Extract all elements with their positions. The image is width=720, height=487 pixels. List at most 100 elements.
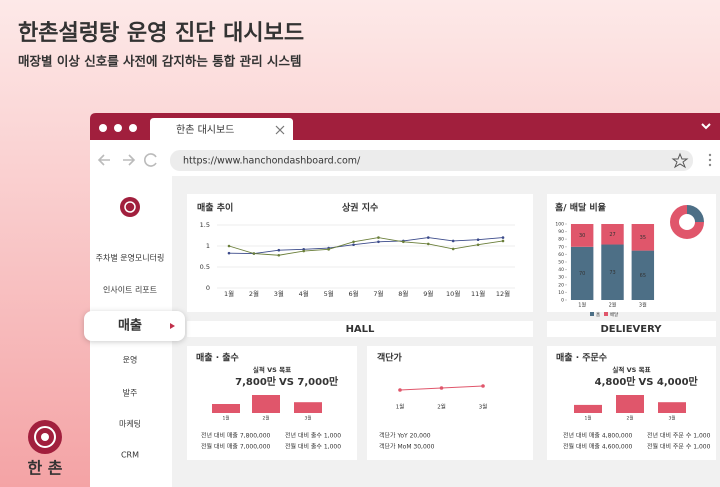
y-tick-label: 40 [558, 267, 564, 273]
x-tick-label: 4월 [299, 289, 309, 298]
y-tick-label: 10 [558, 290, 564, 296]
point [426, 242, 430, 246]
card-title: 매출 · 출수 [196, 352, 239, 364]
y-tick-label: 1.5 [200, 221, 210, 229]
y-tick-label: 1 [206, 242, 210, 250]
bookmark-star[interactable] [671, 152, 689, 169]
active-menu[interactable] [84, 311, 185, 341]
bar [658, 402, 686, 413]
x-tick-label: 10월 [446, 289, 460, 298]
x-tick-label: 2월 [609, 302, 617, 309]
x-tick-label: 9월 [423, 289, 433, 298]
x-tick-label: 1월 [222, 415, 229, 422]
point [439, 386, 444, 390]
metric-note: 전월 대비 매출 4,600,000 [563, 443, 633, 451]
legend-label: 홈 [596, 311, 600, 318]
metric-note: 객단가 YoY 20,000 [379, 432, 431, 440]
point [402, 240, 405, 244]
donut-slice [686, 205, 704, 223]
active-arrow [170, 323, 175, 329]
card-title: 객단가 [377, 352, 403, 364]
section-label: DELIEVERY [600, 324, 662, 335]
point [451, 239, 455, 243]
window-dot[interactable] [114, 124, 122, 132]
bar-segment [601, 244, 624, 300]
legend-label: 배달 [610, 311, 618, 318]
address-bar[interactable] [170, 150, 693, 171]
point [377, 236, 380, 239]
x-tick-label: 3월 [304, 415, 311, 422]
menu-item[interactable]: 매출 [118, 318, 142, 334]
point [352, 243, 355, 247]
chart-title: 매출 추이 [197, 202, 233, 214]
card-title: 매출 · 주문수 [556, 352, 607, 364]
y-tick-label: 0 [206, 284, 210, 292]
section-bar [547, 321, 716, 337]
more-menu[interactable] [708, 153, 712, 167]
x-tick-label: 3월 [479, 403, 488, 411]
donut-slice [670, 205, 704, 239]
metric-note: 전월 대비 주문 수 1,000 [647, 443, 711, 451]
brand-name: 한 촌 [27, 459, 62, 478]
bar-segment [570, 246, 594, 300]
x-tick-label: 1월 [396, 403, 405, 411]
menu-item[interactable]: 마케팅 [119, 419, 141, 429]
actual-value: 4,800만 [595, 375, 637, 388]
point [277, 248, 281, 252]
metric-note: 전월 대비 매출 7,000,000 [201, 443, 271, 451]
x-tick-label: 1월 [578, 302, 586, 309]
y-tick-label: 50 [558, 260, 564, 266]
x-tick-label: 3월 [639, 302, 647, 309]
point [398, 388, 402, 392]
window-dot[interactable] [129, 124, 137, 132]
x-tick-label: 2월 [262, 415, 269, 422]
segment-label: 35 [640, 235, 646, 241]
menu-chevron[interactable] [701, 123, 711, 130]
menu-item[interactable]: 발주 [123, 388, 138, 398]
section-label: HALL [346, 324, 375, 335]
x-tick-label: 1월 [584, 415, 591, 422]
page-title: 한촌설렁탕 운영 진단 대시보드 [18, 21, 304, 46]
y-tick-label: 60 [558, 252, 564, 258]
metric-note: 전년 대비 주문 수 1,000 [647, 432, 711, 440]
reload-button[interactable] [144, 153, 157, 167]
card-subtitle: 실적 VS 목표 [253, 365, 291, 374]
point [481, 384, 485, 388]
y-tick-label: 0.5 [200, 263, 210, 271]
chart-title: 홈/ 배달 비율 [555, 202, 606, 214]
menu-item[interactable]: CRM [121, 451, 139, 460]
x-tick-label: 3월 [668, 415, 675, 422]
window-dot[interactable] [99, 124, 107, 132]
target-value: VS 7,000만 [279, 375, 339, 388]
tab[interactable] [150, 118, 293, 140]
bar [616, 395, 644, 413]
forward-button[interactable] [123, 154, 136, 166]
y-tick-label: 70 [558, 244, 564, 250]
point [501, 239, 505, 243]
x-tick-label: 12월 [496, 289, 510, 298]
metric-note: 전월 대비 출수 1,000 [285, 443, 341, 451]
menu-item[interactable]: 인사이트 리포트 [103, 285, 157, 295]
y-tick-label: 30 [558, 275, 564, 281]
x-tick-label: 5월 [324, 289, 334, 298]
point [426, 236, 430, 239]
point [501, 236, 505, 239]
menu-item[interactable]: 운영 [123, 355, 138, 365]
point [227, 251, 231, 255]
point [327, 248, 330, 251]
metric-note: 전년 대비 매출 4,800,000 [563, 432, 633, 440]
bar-segment [631, 224, 655, 251]
brand-logo [28, 420, 62, 454]
bar-segment [601, 224, 624, 245]
point [377, 240, 380, 244]
tab-close[interactable] [275, 125, 285, 135]
target-value: VS 4,000만 [639, 375, 699, 388]
point [277, 253, 281, 257]
metric-note: 전년 대비 출수 1,000 [285, 432, 341, 440]
chart-title: 상권 지수 [342, 202, 378, 214]
section-bar [187, 321, 533, 337]
menu-item[interactable]: 주차별 운영모니터링 [96, 253, 165, 263]
back-button[interactable] [97, 154, 110, 166]
